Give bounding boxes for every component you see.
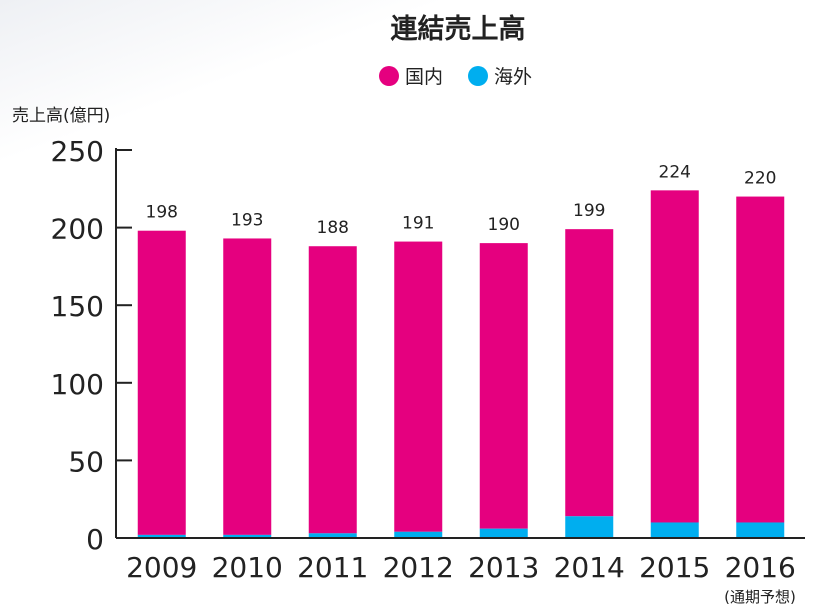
y-axis-label: 売上高(億円) (12, 106, 110, 126)
bar-domestic-2010 (223, 238, 272, 535)
bars-group (137, 190, 785, 538)
value-label-2010: 193 (231, 210, 263, 230)
forecast-note: (通期予想) (724, 588, 796, 606)
value-label-2015: 224 (659, 162, 691, 182)
legend-label-domestic: 国内 (405, 66, 443, 88)
bar-overseas-2014 (565, 516, 614, 538)
value-label-2016: 220 (744, 169, 776, 189)
legend-label-overseas: 海外 (494, 66, 532, 88)
bar-domestic-2015 (650, 190, 699, 523)
value-labels-group: 198 193 188 191 190 199 224 220 (146, 162, 777, 238)
x-tick-label-2016: 2016 (725, 551, 796, 584)
bar-overseas-2011 (308, 533, 357, 538)
legend-swatch-domestic (379, 66, 399, 86)
value-label-2009: 198 (146, 203, 178, 223)
x-tick-label-2009: 2009 (126, 551, 197, 584)
axes-group (115, 148, 805, 539)
bar-overseas-2013 (479, 528, 528, 538)
value-label-2013: 190 (488, 215, 520, 235)
bar-domestic-2012 (394, 241, 443, 532)
value-label-2014: 199 (573, 201, 605, 221)
legend-swatch-overseas (468, 66, 488, 86)
bar-overseas-2016 (736, 522, 785, 538)
bar-overseas-2009 (137, 534, 186, 538)
y-tick-label-50: 50 (68, 445, 104, 478)
x-tick-label-2011: 2011 (297, 551, 368, 584)
bar-overseas-2010 (223, 534, 272, 538)
bar-domestic-2013 (479, 243, 528, 529)
x-tick-label-2014: 2014 (554, 551, 625, 584)
y-tick-label-0: 0 (86, 523, 104, 556)
x-tick-label-2015: 2015 (639, 551, 710, 584)
value-label-2012: 191 (402, 214, 434, 234)
x-tick-label-2013: 2013 (468, 551, 539, 584)
y-tick-label-250: 250 (51, 135, 104, 168)
bar-domestic-2011 (308, 246, 357, 534)
x-tick-label-2012: 2012 (383, 551, 454, 584)
x-tick-label-2010: 2010 (212, 551, 283, 584)
y-ticks-group: 0 50 100 150 200 250 (51, 135, 104, 556)
legend: 国内 海外 (379, 66, 532, 88)
chart-title: 連結売上高 (391, 13, 526, 45)
bar-domestic-2016 (736, 196, 785, 523)
y-tick-label-150: 150 (51, 290, 104, 323)
bar-overseas-2015 (650, 522, 699, 538)
bar-domestic-2009 (137, 230, 186, 535)
y-tick-label-200: 200 (51, 213, 104, 246)
value-label-2011: 188 (317, 218, 349, 238)
x-ticks-group: 2009 2010 2011 2012 2013 2014 2015 2016 (126, 551, 796, 584)
bar-domestic-2014 (565, 229, 614, 517)
bar-overseas-2012 (394, 531, 443, 538)
y-tick-label-100: 100 (51, 368, 104, 401)
